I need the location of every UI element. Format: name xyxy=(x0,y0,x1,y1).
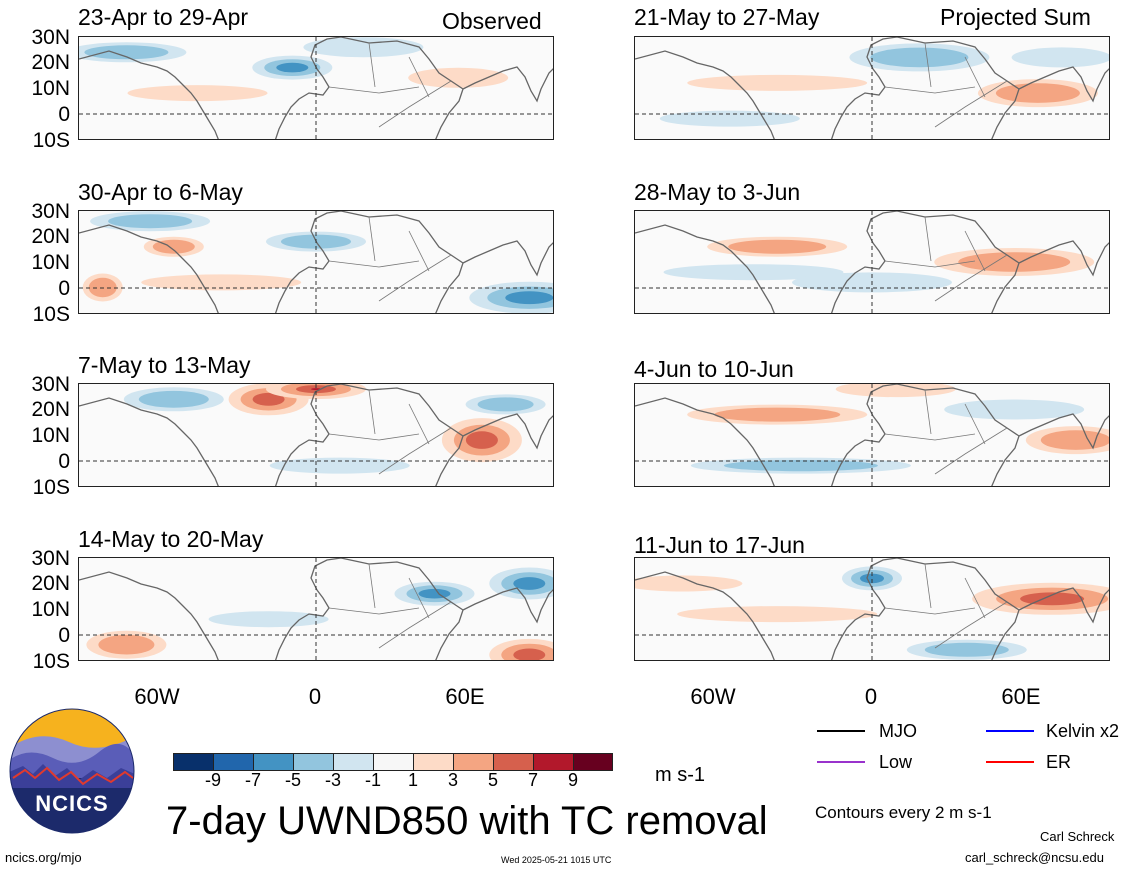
colorbar-tick-label: -3 xyxy=(324,770,341,790)
colorbar-swatch xyxy=(413,753,453,771)
panel-title: 30-Apr to 6-May xyxy=(78,179,243,205)
lat-label: 10N xyxy=(31,251,70,274)
footer-author: Carl Schreck xyxy=(1040,829,1115,844)
panel-title: 28-May to 3-Jun xyxy=(634,179,801,205)
panel-title: 7-May to 13-May xyxy=(78,352,251,378)
uwnd-map-panel xyxy=(634,383,1110,487)
panel-title: 11-Jun to 17-Jun xyxy=(634,532,805,558)
footer-email[interactable]: carl_schreck@ncsu.edu xyxy=(965,850,1104,865)
lon-label: 60E xyxy=(1001,684,1041,709)
colorbar-swatch xyxy=(493,753,533,771)
colorbar-swatch xyxy=(293,753,333,771)
colorbar-swatch xyxy=(373,753,413,771)
colorbar-tick-label: 1 xyxy=(407,770,418,790)
colorbar-tick-label: 5 xyxy=(487,770,498,790)
lat-label: 0 xyxy=(58,624,70,647)
colorbar-swatch xyxy=(333,753,373,771)
legend-label-mjo: MJO xyxy=(879,721,917,741)
colorbar-units: m s-1 xyxy=(655,764,705,786)
colorbar-swatch xyxy=(213,753,253,771)
colorbar-tick-label: 3 xyxy=(447,770,458,790)
uwnd-map-panel xyxy=(634,36,1110,140)
colorbar-swatch xyxy=(253,753,293,771)
lon-label: 60E xyxy=(445,684,485,709)
colorbar-swatch xyxy=(173,753,213,771)
lat-label: 20N xyxy=(31,225,70,248)
projected-sum-label: Projected Sum xyxy=(940,4,1091,30)
lat-label: 30N xyxy=(31,200,70,223)
lat-label: 30N xyxy=(31,547,70,570)
lat-label: 10S xyxy=(32,476,70,499)
lat-label: 10N xyxy=(31,77,70,100)
lat-label: 20N xyxy=(31,572,70,595)
legend-label-low: Low xyxy=(879,752,913,772)
colorbar-tick-label: -9 xyxy=(204,770,221,790)
uwnd-map-panel xyxy=(634,210,1110,314)
footer-timestamp: Wed 2025-05-21 1015 UTC xyxy=(501,855,612,865)
contours-note: Contours every 2 m s-1 xyxy=(815,803,992,822)
lat-label: 20N xyxy=(31,398,70,421)
colorbar-tick-label: -5 xyxy=(284,770,301,790)
lat-label: 0 xyxy=(58,277,70,300)
lat-label: 30N xyxy=(31,373,70,396)
colorbar-tick-label: -1 xyxy=(364,770,381,790)
colorbar-swatch xyxy=(453,753,493,771)
lat-label: 10N xyxy=(31,424,70,447)
uwnd-map-panel xyxy=(78,36,554,140)
lon-label: 60W xyxy=(134,684,180,709)
logo-text: NCICS xyxy=(35,791,109,816)
lat-label: 10S xyxy=(32,303,70,326)
kelvin-line-swatch xyxy=(986,730,1034,732)
colorbar-tick-label: 7 xyxy=(527,770,538,790)
panel-title: 21-May to 27-May xyxy=(634,4,820,30)
uwnd-map-panel xyxy=(634,557,1110,661)
observed-label: Observed xyxy=(442,8,542,34)
lat-label: 20N xyxy=(31,51,70,74)
uwnd-map-panel xyxy=(78,557,554,661)
lon-label: 60W xyxy=(690,684,736,709)
footer-url[interactable]: ncics.org/mjo xyxy=(5,850,82,865)
lat-label: 10S xyxy=(32,129,70,152)
low-line-swatch xyxy=(817,761,865,763)
colorbar-swatch xyxy=(533,753,573,771)
mjo-line-swatch xyxy=(817,730,865,732)
lon-label: 0 xyxy=(308,684,322,709)
lat-label: 0 xyxy=(58,450,70,473)
lat-label: 10N xyxy=(31,598,70,621)
lon-label: 0 xyxy=(864,684,878,709)
colorbar-swatch xyxy=(573,753,613,771)
er-line-swatch xyxy=(986,761,1034,763)
lat-label: 10S xyxy=(32,650,70,673)
panel-title: 23-Apr to 29-Apr xyxy=(78,4,249,30)
ncics-logo: NCICS xyxy=(9,708,135,834)
panel-title: 4-Jun to 10-Jun xyxy=(634,356,794,382)
colorbar-tick-label: -7 xyxy=(244,770,261,790)
main-title: 7-day UWND850 with TC removal xyxy=(166,799,768,843)
lat-label: 30N xyxy=(31,26,70,49)
lat-label: 0 xyxy=(58,103,70,126)
uwnd-map-panel xyxy=(78,210,554,314)
colorbar-tick-label: 9 xyxy=(567,770,578,790)
uwnd-map-panel xyxy=(78,383,554,487)
panel-title: 14-May to 20-May xyxy=(78,526,264,552)
legend-label-kelvin: Kelvin x2 xyxy=(1046,721,1120,741)
legend-label-er: ER xyxy=(1046,752,1072,772)
